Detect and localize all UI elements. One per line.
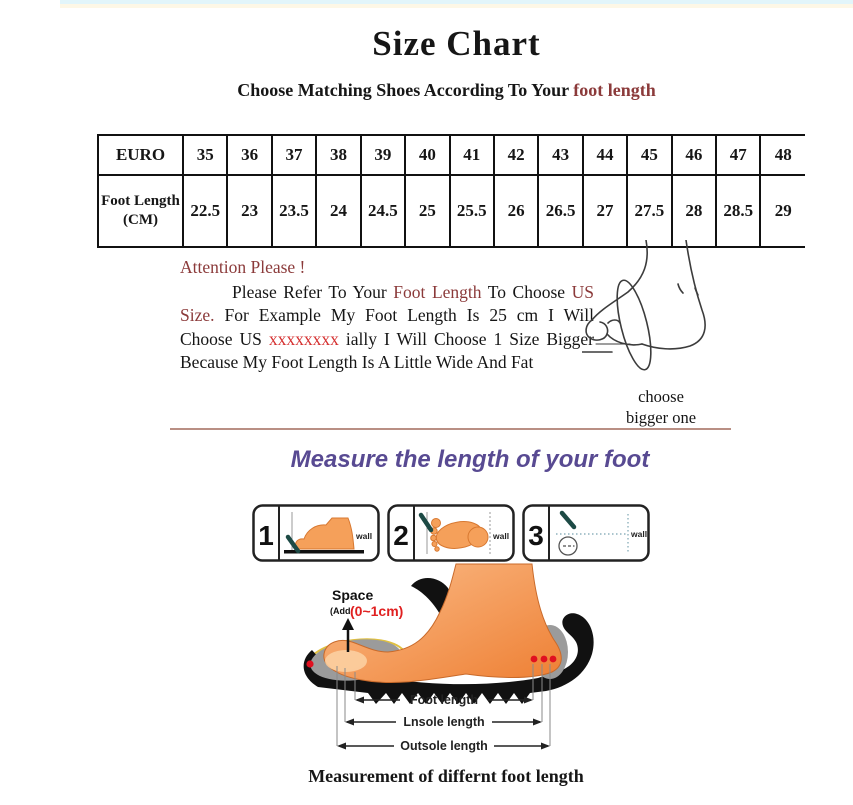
attention-heading: Attention Please ! bbox=[180, 257, 306, 277]
space-label: Space bbox=[332, 587, 373, 603]
wall-label: wall bbox=[492, 531, 509, 541]
euro-cell: 37 bbox=[270, 134, 318, 176]
foot-side-icon bbox=[295, 517, 355, 550]
foot-cm-cell: 27 bbox=[581, 174, 629, 248]
subtitle-accent: foot length bbox=[573, 80, 656, 100]
outsole-length-label: Outsole length bbox=[400, 739, 488, 753]
tape-measure-icon bbox=[558, 536, 578, 556]
table-row-euro: EURO 35 36 37 38 39 40 41 42 43 44 45 46… bbox=[97, 134, 805, 176]
euro-cell: 48 bbox=[759, 134, 805, 176]
euro-cell: 36 bbox=[226, 134, 273, 176]
dimension-arrowheads bbox=[337, 696, 550, 750]
foot-shape bbox=[323, 563, 562, 683]
choose-bigger-note: choose bigger one bbox=[606, 386, 716, 428]
euro-cell: 38 bbox=[315, 134, 362, 176]
foot-cm-cell: 24.5 bbox=[359, 174, 407, 248]
euro-cell: 47 bbox=[715, 134, 762, 176]
footprint-icon bbox=[430, 518, 489, 552]
wall-label: wall bbox=[355, 531, 372, 541]
attention-text: To Choose bbox=[481, 281, 572, 302]
dimension-lines bbox=[339, 699, 548, 747]
choose-note-line2: bigger one bbox=[625, 408, 697, 427]
pen-icon bbox=[418, 512, 434, 533]
attention-censored: xxxxxxxx bbox=[268, 328, 339, 349]
page-title: Size Chart bbox=[372, 24, 541, 63]
euro-cell: 45 bbox=[626, 134, 673, 176]
guide-lines bbox=[336, 664, 551, 746]
attention-text: For Example My Foot Length Is 25 cm I Wi… bbox=[180, 305, 594, 349]
measuring-steps: 1 wall 2 wall bbox=[252, 504, 650, 562]
foot-measurement-diagram: Space (Add (0~1cm) bbox=[303, 563, 594, 753]
top-strip-cyan bbox=[60, 0, 853, 4]
foot-cm-cell: 25 bbox=[404, 174, 451, 248]
size-conversion-table: EURO 35 36 37 38 39 40 41 42 43 44 45 46… bbox=[97, 134, 805, 248]
foot-sketch-icon bbox=[582, 240, 706, 371]
top-strip-cream bbox=[60, 4, 853, 8]
foot-cm-cell: 26.5 bbox=[537, 174, 584, 248]
subtitle: Choose Matching Shoes According To Your … bbox=[40, 80, 853, 101]
space-add-prefix: (Add bbox=[330, 606, 351, 616]
diagram-caption: Measurement of differnt foot length bbox=[308, 766, 584, 786]
foot-cm-cell: 25.5 bbox=[448, 174, 495, 248]
foot-cm-cell: 23 bbox=[226, 174, 273, 248]
step-1-panel: 1 wall bbox=[252, 504, 380, 562]
foot-outline bbox=[582, 240, 706, 353]
table-row-foot-length: Foot Length (CM) 22.5 23 23.5 24 24.5 25… bbox=[97, 174, 805, 248]
step-number: 2 bbox=[393, 520, 409, 551]
measuring-loop bbox=[616, 279, 652, 371]
euro-cell: 41 bbox=[448, 134, 495, 176]
space-arrow-icon bbox=[342, 618, 354, 652]
measure-heading: Measure the length of your foot bbox=[290, 446, 650, 473]
pen-icon bbox=[559, 510, 577, 530]
measure-point-dots bbox=[306, 655, 557, 668]
euro-cell: 46 bbox=[670, 134, 718, 176]
toe-highlight bbox=[325, 650, 367, 672]
euro-cell: 39 bbox=[359, 134, 407, 176]
step-number: 1 bbox=[258, 520, 274, 551]
subtitle-prefix: Choose Matching Shoes According To Your bbox=[237, 80, 574, 100]
foot-length-header-cell: Foot Length (CM) bbox=[97, 174, 184, 248]
choose-note-line1: choose bbox=[638, 387, 684, 406]
foot-cm-cell: 28 bbox=[670, 174, 718, 248]
attention-text: Please Refer To Your bbox=[232, 281, 394, 302]
foot-cm-cell: 27.5 bbox=[626, 174, 673, 248]
floor-bar bbox=[284, 550, 364, 554]
attention-foot-length: Foot Length bbox=[393, 281, 482, 302]
euro-header-cell: EURO bbox=[97, 134, 184, 176]
foot-cm-cell: 24 bbox=[315, 174, 362, 248]
foot-cm-cell: 28.5 bbox=[715, 174, 762, 248]
foot-cm-cell: 22.5 bbox=[181, 174, 229, 248]
euro-cell: 40 bbox=[404, 134, 451, 176]
attention-us-size: US Size. bbox=[180, 281, 594, 326]
foot-cm-cell: 26 bbox=[492, 174, 540, 248]
attention-paragraph: Please Refer To Your Foot Length To Choo… bbox=[180, 281, 594, 375]
euro-cell: 35 bbox=[181, 134, 229, 176]
foot-length-label: Foot length bbox=[410, 693, 478, 707]
attention-text: ially I Will Choose 1 Size Bigger Becaus… bbox=[180, 328, 595, 373]
pen-icon bbox=[285, 534, 301, 554]
step-3-panel: 3 wall bbox=[522, 504, 650, 562]
foot-cm-cell: 23.5 bbox=[270, 174, 318, 248]
insole-length-label: Lnsole length bbox=[403, 715, 484, 729]
step-2-panel: 2 wall bbox=[387, 504, 515, 562]
wall-label: wall bbox=[630, 529, 647, 539]
step-number: 3 bbox=[528, 520, 544, 551]
euro-cell: 44 bbox=[581, 134, 629, 176]
attention-block: Attention Please ! Please Refer To Your … bbox=[180, 256, 594, 375]
foot-cm-cell: 29 bbox=[759, 174, 805, 248]
section-divider bbox=[170, 428, 731, 430]
panel-border bbox=[522, 504, 650, 562]
space-add-range: (0~1cm) bbox=[350, 603, 403, 619]
euro-cell: 43 bbox=[537, 134, 584, 176]
euro-cell: 42 bbox=[492, 134, 540, 176]
